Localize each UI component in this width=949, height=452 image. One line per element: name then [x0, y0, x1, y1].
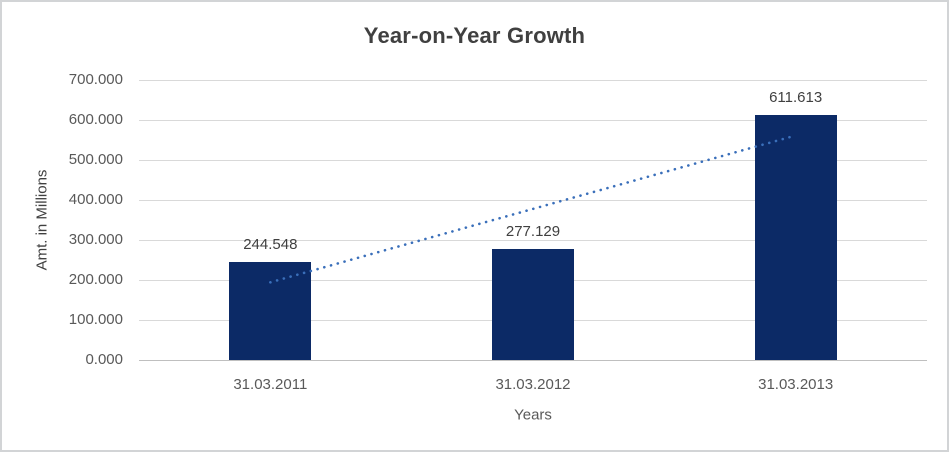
- y-gridline: [139, 120, 927, 121]
- data-label: 611.613: [769, 89, 823, 107]
- y-tick-label: 500.000: [68, 151, 123, 168]
- x-axis-baseline: [139, 360, 927, 361]
- y-tick-label: 300.000: [68, 231, 123, 248]
- y-tick-label: 400.000: [68, 191, 123, 208]
- bar-31.03.2011: [229, 262, 312, 360]
- y-tick-label: 200.000: [68, 271, 123, 288]
- bar-31.03.2012: [492, 249, 574, 360]
- data-label: 244.548: [243, 236, 298, 254]
- y-tick-label: 100.000: [68, 311, 123, 328]
- chart-title: Year-on-Year Growth: [363, 23, 586, 48]
- y-tick-label: 600.000: [68, 111, 123, 128]
- bar-31.03.2013: [754, 115, 837, 360]
- data-label: 277.129: [505, 223, 561, 241]
- y-axis-title: Amt. in Millions: [33, 169, 51, 271]
- y-gridline: [139, 80, 927, 81]
- x-category-label: 31.03.2013: [758, 376, 834, 393]
- x-category-label: 31.03.2011: [233, 376, 308, 393]
- y-tick-label: 700.000: [68, 71, 123, 88]
- y-tick-label: 0.000: [85, 351, 123, 368]
- x-axis-title: Years: [514, 406, 552, 424]
- x-category-label: 31.03.2012: [495, 376, 571, 393]
